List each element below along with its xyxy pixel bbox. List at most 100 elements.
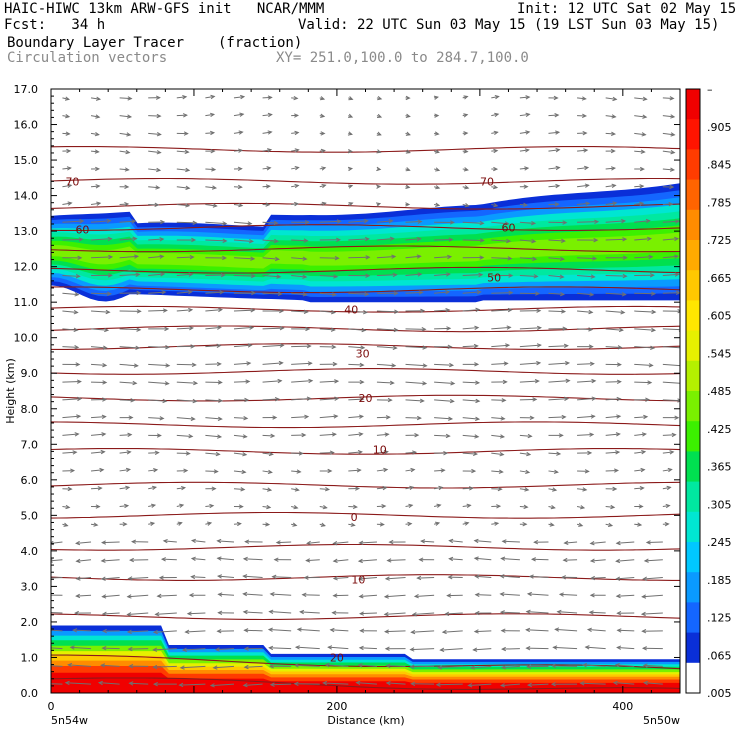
wind-vector-shaft bbox=[471, 665, 492, 669]
wind-vector-head bbox=[65, 504, 71, 510]
wind-vector-head bbox=[499, 591, 505, 597]
wind-vector bbox=[434, 398, 455, 404]
wind-vector bbox=[205, 185, 218, 190]
wind-vector bbox=[605, 255, 628, 260]
wind-vector-shaft bbox=[90, 132, 99, 136]
wind-vector-head bbox=[365, 255, 371, 260]
wind-vector-head bbox=[72, 628, 78, 633]
wind-vector-head bbox=[593, 237, 599, 243]
wind-vector-head bbox=[474, 610, 480, 616]
wind-vector-shaft bbox=[548, 398, 569, 401]
wind-vector-head bbox=[185, 185, 191, 190]
wind-vector-head bbox=[614, 468, 620, 473]
wind-vector-head bbox=[464, 185, 470, 190]
wind-vector bbox=[90, 486, 103, 491]
wind-vector-head bbox=[217, 434, 223, 439]
wind-vector bbox=[383, 611, 406, 617]
wind-vector-head bbox=[616, 396, 622, 402]
wind-vector-shaft bbox=[519, 203, 527, 206]
wind-vector-head bbox=[508, 290, 514, 295]
wind-vector bbox=[233, 221, 253, 226]
wind-vector-shaft bbox=[296, 646, 320, 650]
wind-vector-head bbox=[363, 218, 369, 224]
wind-vector-head bbox=[642, 576, 648, 581]
wind-vector bbox=[376, 380, 395, 386]
wind-vector-shaft bbox=[662, 328, 680, 331]
wind-vector-head bbox=[383, 449, 389, 455]
wind-vector bbox=[577, 396, 597, 401]
wind-vector-head bbox=[296, 469, 302, 474]
wind-vector-shaft bbox=[519, 257, 537, 260]
wind-vector-head bbox=[409, 664, 415, 669]
wind-vector bbox=[388, 539, 406, 545]
wind-vector-head bbox=[101, 646, 107, 651]
wind-vector bbox=[519, 522, 528, 527]
wind-vector bbox=[205, 148, 216, 154]
wind-vector bbox=[119, 96, 133, 101]
wind-vector-head bbox=[222, 238, 228, 243]
wind-vector bbox=[262, 256, 280, 262]
wind-vector-head bbox=[590, 414, 596, 419]
wind-vector-head bbox=[126, 612, 132, 617]
wind-vector-shaft bbox=[434, 273, 450, 277]
wind-vector-head bbox=[534, 379, 540, 384]
wind-vector-shaft bbox=[51, 541, 63, 544]
wind-vector bbox=[176, 94, 188, 100]
wind-vector-shaft bbox=[501, 557, 520, 561]
wind-vector-shaft bbox=[99, 682, 120, 685]
wind-vector-shaft bbox=[376, 220, 393, 223]
wind-vector bbox=[62, 468, 76, 473]
wind-vector-head bbox=[101, 540, 107, 545]
wind-vector-head bbox=[269, 682, 275, 687]
wind-vector-shaft bbox=[412, 612, 435, 616]
wind-vector-head bbox=[622, 237, 628, 242]
wind-vector-shaft bbox=[548, 239, 565, 242]
wind-vector bbox=[376, 236, 395, 241]
wind-vector-shaft bbox=[577, 167, 589, 170]
wind-vector bbox=[519, 148, 530, 153]
colorbar-swatch bbox=[686, 572, 700, 603]
wind-vector-head bbox=[587, 450, 593, 456]
wind-vector-shaft bbox=[405, 363, 427, 367]
wind-vector bbox=[439, 647, 463, 653]
contour-label-text: 70 bbox=[480, 175, 494, 188]
wind-vector bbox=[405, 485, 415, 491]
wind-vector bbox=[176, 185, 191, 190]
wind-vector-head bbox=[669, 184, 675, 190]
wind-vector-head bbox=[581, 663, 587, 668]
wind-vector bbox=[462, 307, 481, 313]
wind-vector bbox=[242, 609, 263, 615]
wind-vector-head bbox=[75, 558, 81, 564]
wind-vector bbox=[181, 647, 206, 653]
wind-vector-shaft bbox=[128, 577, 149, 580]
wind-vector-shaft bbox=[434, 309, 450, 312]
wind-vector bbox=[405, 521, 413, 527]
wind-vector-head bbox=[379, 522, 385, 527]
wind-vector-head bbox=[584, 469, 590, 474]
x-tick-label: 200 bbox=[326, 700, 347, 713]
wind-vector bbox=[127, 576, 149, 581]
wind-vector-head bbox=[501, 398, 507, 403]
wind-vector-head bbox=[67, 183, 73, 189]
wind-vector bbox=[634, 254, 654, 260]
wind-vector bbox=[577, 237, 599, 243]
wind-vector-shaft bbox=[148, 381, 169, 385]
wind-vector bbox=[462, 255, 485, 260]
wind-vector-head bbox=[250, 308, 256, 313]
wind-vector-shaft bbox=[262, 398, 279, 401]
wind-vector-head bbox=[393, 327, 399, 333]
wind-vector-head bbox=[128, 664, 134, 669]
wind-vector bbox=[176, 362, 197, 368]
wind-vector bbox=[62, 183, 73, 189]
wind-vector bbox=[205, 469, 219, 474]
wind-vector-shaft bbox=[262, 292, 282, 295]
wind-vector-head bbox=[525, 609, 531, 615]
wind-vector bbox=[491, 398, 507, 403]
wind-vector-shaft bbox=[585, 646, 606, 650]
wind-vector bbox=[62, 273, 81, 279]
wind-vector-shaft bbox=[634, 451, 646, 454]
wind-vector-head bbox=[132, 236, 138, 242]
wind-vector-head bbox=[385, 680, 391, 686]
wind-vector-head bbox=[507, 307, 513, 313]
wind-vector-head bbox=[359, 397, 365, 402]
